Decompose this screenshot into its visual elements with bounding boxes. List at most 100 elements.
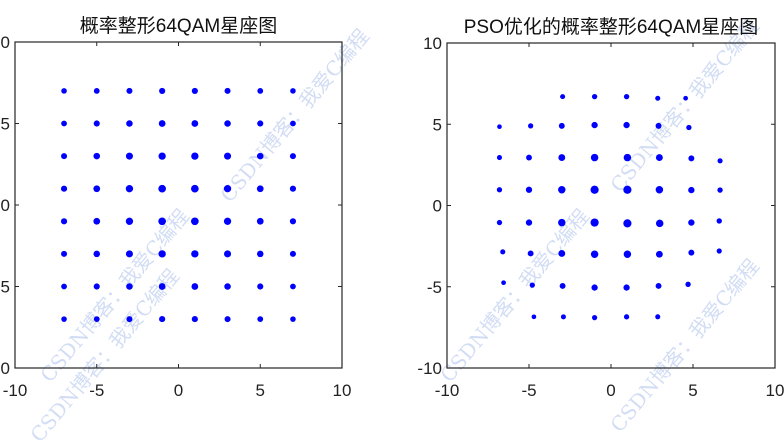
constellation-point <box>623 185 632 194</box>
constellation-point <box>525 186 533 193</box>
constellation-point <box>256 152 264 160</box>
constellation-point <box>224 250 232 258</box>
constellation-point <box>290 88 296 94</box>
constellation-point <box>591 121 598 129</box>
constellation-point <box>158 250 166 258</box>
constellation-point <box>224 152 232 160</box>
y-tick-label: -5 <box>427 278 442 297</box>
constellation-point <box>61 283 67 290</box>
constellation-point <box>61 88 67 94</box>
constellation-point <box>93 88 100 94</box>
constellation-point <box>527 250 534 257</box>
constellation-point <box>590 250 599 258</box>
constellation-point <box>290 120 296 127</box>
x-tick-label: -10 <box>3 381 28 400</box>
constellation-point <box>61 153 68 160</box>
constellation-point <box>501 280 506 286</box>
constellation-point <box>560 94 566 100</box>
constellation-point <box>655 154 663 161</box>
constellation-point <box>591 315 598 321</box>
constellation-point <box>93 250 101 258</box>
constellation-point <box>289 250 296 257</box>
constellation-point <box>223 217 232 225</box>
x-tick-label: -5 <box>89 381 104 400</box>
constellation-point <box>257 283 264 290</box>
constellation-point <box>289 218 297 225</box>
constellation-point <box>590 218 599 227</box>
constellation-point <box>655 95 661 101</box>
constellation-point <box>655 122 662 129</box>
constellation-point <box>558 154 566 161</box>
constellation-point <box>257 316 264 322</box>
constellation-point <box>623 121 630 129</box>
constellation-point <box>191 316 198 323</box>
constellation-point <box>256 185 264 193</box>
constellation-point <box>623 219 632 228</box>
plot-left: -10 -5 0 5 10 10 5 0 -5 -10 概率整形64QAM星座图 <box>0 15 351 400</box>
constellation-point <box>126 120 133 127</box>
constellation-point <box>655 250 663 258</box>
constellation-point <box>256 217 264 225</box>
constellation-point <box>655 314 661 320</box>
constellation-point <box>257 88 264 94</box>
constellation-point <box>558 218 566 227</box>
constellation-point <box>290 283 296 290</box>
constellation-point <box>655 219 664 228</box>
constellation-point <box>655 185 664 194</box>
constellation-point <box>191 184 199 193</box>
x-tick-label: 10 <box>333 381 352 400</box>
constellation-point <box>93 217 101 225</box>
constellation-point <box>623 250 632 258</box>
constellation-point <box>688 186 695 194</box>
y-tick-label: 5 <box>433 115 442 134</box>
constellation-point <box>526 154 532 161</box>
constellation-point <box>590 185 599 194</box>
constellation-point <box>716 248 722 254</box>
constellation-point <box>528 123 534 129</box>
x-tick-label: -5 <box>521 381 536 400</box>
y-tick-label: -5 <box>0 278 10 297</box>
constellation-point <box>717 158 723 164</box>
constellation-point <box>191 283 199 290</box>
constellation-point <box>125 152 133 160</box>
constellation-point <box>496 219 503 226</box>
constellation-point <box>223 185 232 193</box>
constellation-point <box>224 120 231 127</box>
constellation-point <box>125 185 134 193</box>
x-tick-label: 0 <box>174 381 183 400</box>
constellation-point <box>289 185 297 192</box>
constellation-point <box>126 316 133 323</box>
constellation-point <box>61 316 67 322</box>
y-tick-label: 5 <box>1 115 10 134</box>
constellation-point <box>717 187 723 193</box>
constellation-point <box>93 316 100 322</box>
constellation-point <box>224 87 231 94</box>
x-tick-label: 5 <box>256 381 265 400</box>
constellation-point <box>191 250 199 258</box>
chart-title: PSO优化的概率整形64QAM星座图 <box>464 16 759 38</box>
constellation-point <box>559 282 566 289</box>
constellation-point <box>93 152 101 160</box>
constellation-point <box>590 153 599 162</box>
y-tick-label: 0 <box>1 196 10 215</box>
constellation-point <box>158 217 166 226</box>
y-tick-label: -10 <box>417 359 442 378</box>
constellation-point <box>93 120 100 127</box>
constellation-point <box>224 283 231 290</box>
constellation-point <box>558 250 566 257</box>
x-tick-label: 10 <box>766 381 784 400</box>
constellation-point <box>191 120 199 127</box>
constellation-point <box>688 219 695 226</box>
y-tick-label: 10 <box>0 33 10 52</box>
y-tick-label: -10 <box>0 359 10 378</box>
constellation-point <box>497 124 502 129</box>
constellation-point <box>61 250 68 257</box>
constellation-point <box>257 120 264 127</box>
constellation-point <box>191 217 199 226</box>
y-tick-label: 0 <box>433 197 442 216</box>
constellation-point <box>93 185 101 193</box>
constellation-point <box>688 249 695 256</box>
constellation-point <box>125 217 134 225</box>
constellation-point <box>126 283 133 290</box>
